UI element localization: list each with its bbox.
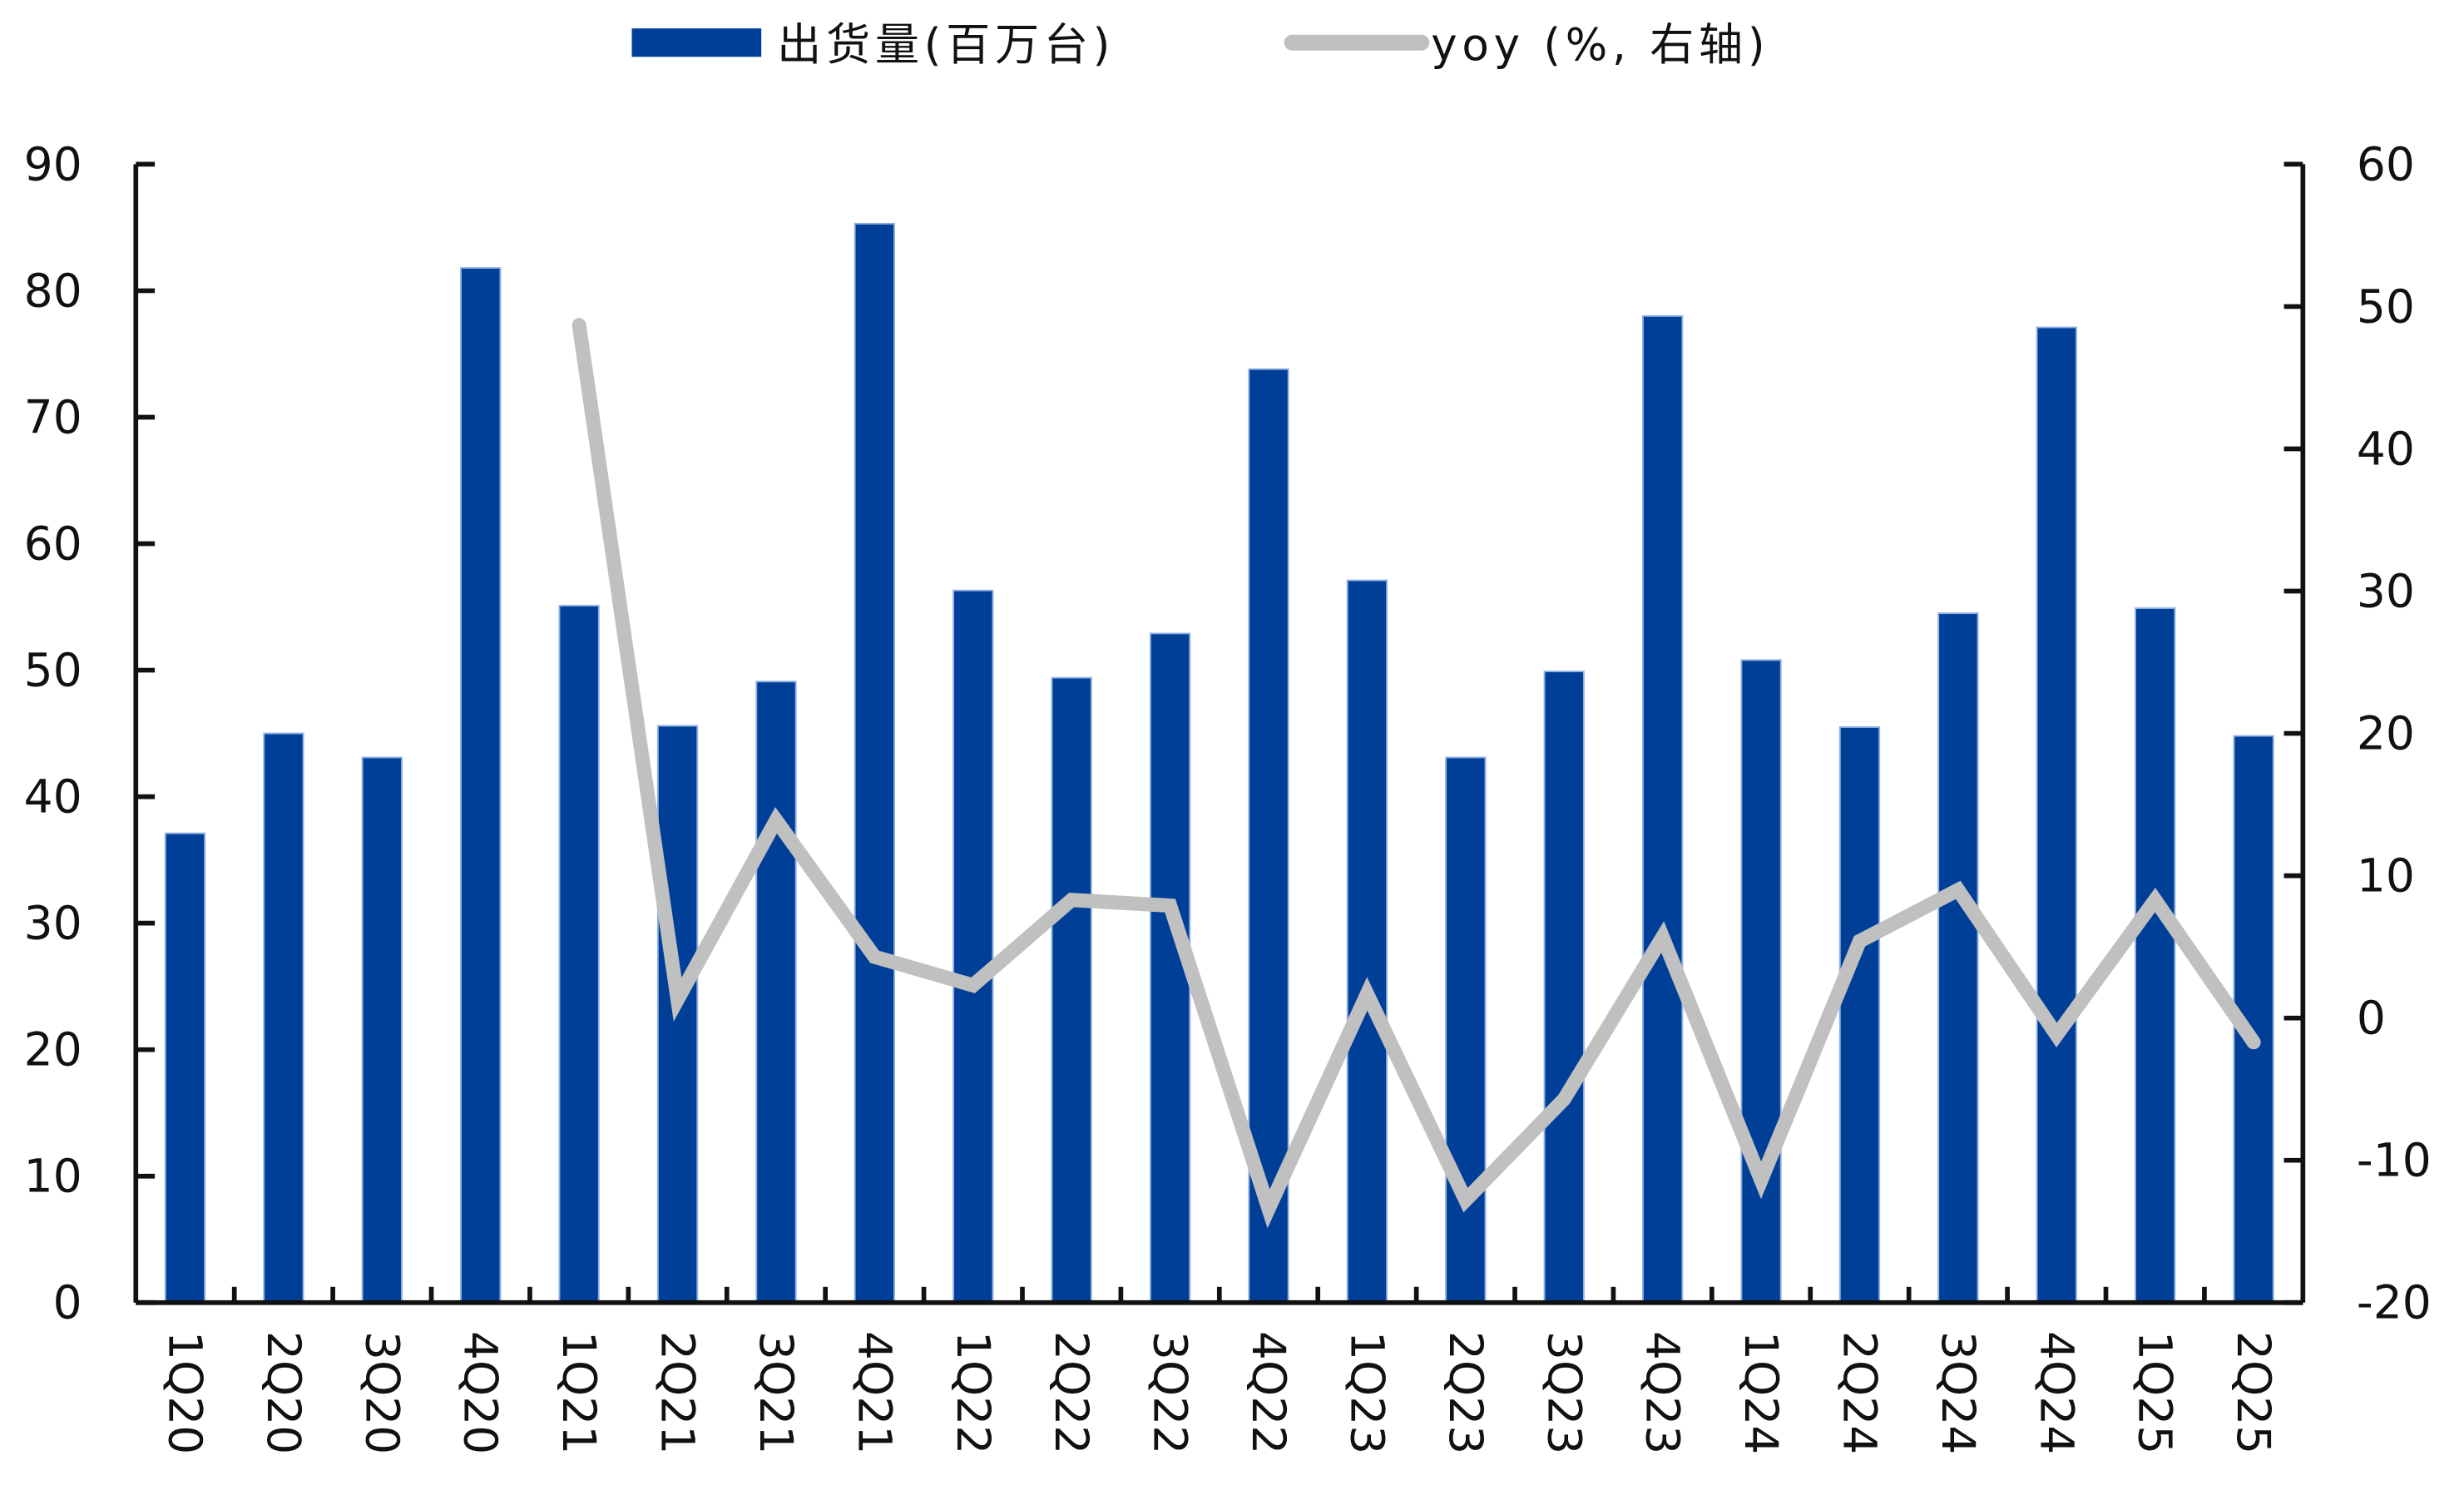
x-axis-label: 2Q21 (651, 1331, 705, 1454)
x-axis-label: 4Q23 (1636, 1331, 1690, 1454)
bar-1Q23 (1346, 579, 1388, 1304)
bar-4Q21 (853, 222, 896, 1304)
right-y-axis: -20 -10 0 10 20 30 40 50 60 (2283, 137, 2432, 1329)
bar-4Q23 (1642, 314, 1684, 1304)
bar-series-shipments (164, 222, 2274, 1304)
right-axis-tick-label: 40 (2357, 422, 2415, 475)
yoy-line (571, 318, 2261, 1229)
right-axis-tick-label: 20 (2357, 707, 2415, 760)
x-axis-label: 1Q22 (947, 1331, 1000, 1454)
x-axis-label: 3Q23 (1537, 1331, 1591, 1454)
bar-2Q23 (1445, 756, 1487, 1304)
x-axis-label: 2Q23 (1439, 1331, 1492, 1454)
x-axis-label: 2Q25 (2227, 1331, 2280, 1454)
left-axis-tick-label: 30 (24, 897, 82, 950)
left-axis-tick-label: 50 (24, 644, 82, 697)
right-axis-tick-label: -20 (2357, 1276, 2432, 1329)
left-axis-tick-label: 10 (24, 1150, 82, 1203)
x-axis: 1Q20 2Q20 3Q20 4Q20 1Q21 2Q21 3Q21 4Q21 1Q22 2Q22… (136, 1286, 2303, 1454)
x-axis-label: 3Q24 (1932, 1331, 1985, 1454)
right-axis-tick-label: 50 (2357, 280, 2415, 333)
x-axis-label: 2Q24 (1833, 1331, 1886, 1454)
bar-3Q23 (1543, 671, 1585, 1304)
bar-1Q22 (952, 589, 994, 1304)
legend-bar-swatch (631, 28, 762, 57)
x-axis-label: 1Q20 (159, 1331, 212, 1454)
left-y-axis: 0 10 20 30 40 50 60 70 80 90 (24, 137, 156, 1329)
right-axis-tick-label: 30 (2357, 565, 2415, 618)
bar-1Q24 (1740, 659, 1782, 1304)
right-axis-tick-label: 0 (2357, 992, 2386, 1045)
x-axis-label: 4Q20 (454, 1331, 507, 1454)
bar-1Q20 (164, 832, 206, 1304)
bar-4Q20 (460, 267, 502, 1304)
bar-2Q24 (1838, 726, 1881, 1304)
left-axis-tick-label: 20 (24, 1023, 82, 1077)
x-axis-label: 3Q21 (750, 1331, 803, 1454)
bar-2Q20 (263, 732, 304, 1304)
x-axis-label: 4Q24 (2030, 1331, 2083, 1454)
legend: 出货量(百万台) yoy (%, 右轴) (631, 19, 1769, 71)
left-axis-tick-label: 90 (24, 137, 82, 191)
x-axis-label: 2Q22 (1045, 1331, 1098, 1454)
bar-3Q20 (361, 756, 403, 1304)
left-axis-tick-label: 0 (53, 1276, 82, 1329)
x-axis-label: 1Q24 (1734, 1331, 1788, 1454)
x-axis-label: 2Q20 (257, 1331, 310, 1454)
left-axis-tick-label: 70 (24, 390, 82, 443)
x-axis-label: 4Q22 (1242, 1331, 1295, 1454)
left-axis-tick-label: 80 (24, 264, 82, 317)
x-axis-label: 1Q25 (2129, 1331, 2182, 1454)
x-axis-label: 4Q21 (848, 1331, 901, 1454)
left-axis-tick-label: 60 (24, 517, 82, 570)
right-axis-tick-label: 60 (2357, 137, 2415, 191)
right-axis-tick-label: 10 (2357, 849, 2415, 903)
legend-label-yoy: yoy (%, 右轴) (1431, 19, 1769, 71)
right-axis-tick-label: -10 (2357, 1134, 2432, 1187)
line-series-yoy (571, 318, 2261, 1229)
bar-3Q24 (1937, 612, 1979, 1304)
bar-2Q22 (1051, 676, 1092, 1304)
legend-label-shipments: 出货量(百万台) (777, 19, 1115, 71)
x-axis-label: 3Q20 (355, 1331, 408, 1454)
bar-3Q21 (755, 681, 797, 1304)
bar-4Q24 (2036, 326, 2077, 1304)
x-axis-label: 1Q23 (1340, 1331, 1393, 1454)
bar-1Q25 (2135, 607, 2176, 1304)
bar-1Q21 (558, 605, 600, 1304)
x-axis-label: 1Q21 (552, 1331, 606, 1454)
left-axis-tick-label: 40 (24, 770, 82, 824)
x-axis-label: 3Q22 (1144, 1331, 1197, 1454)
